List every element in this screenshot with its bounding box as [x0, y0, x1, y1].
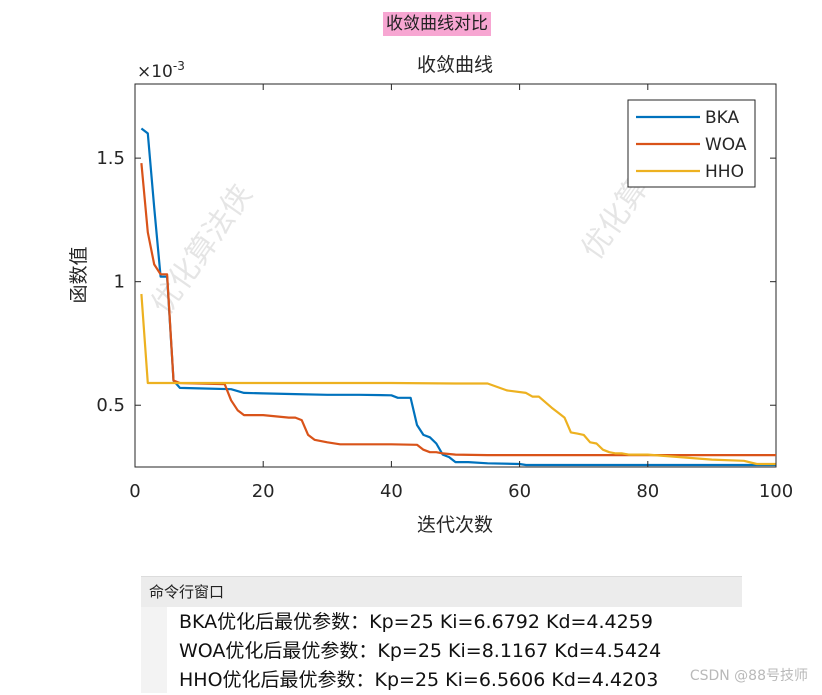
- y-tick-label: 1: [114, 272, 125, 293]
- x-tick-label: 0: [129, 481, 140, 502]
- command-window-title: 命令行窗口: [141, 576, 742, 607]
- x-tick-label: 20: [252, 481, 275, 502]
- x-tick-label: 60: [508, 481, 531, 502]
- output-line-woa: WOA优化后最优参数：Kp=25 Ki=8.1167 Kd=4.5424: [179, 640, 662, 662]
- chart-title: 收敛曲线: [417, 54, 493, 76]
- x-tick-label: 40: [380, 481, 403, 502]
- series-line-woa: [140, 162, 776, 457]
- y-tick-label: 0.5: [96, 395, 125, 416]
- author-credit: CSDN @88号技师: [689, 668, 808, 684]
- figure-heading: 收敛曲线对比: [383, 12, 491, 36]
- command-window-gutter: [141, 607, 167, 693]
- legend: BKA WOA HHO: [627, 99, 756, 188]
- x-tick-label: 80: [636, 481, 659, 502]
- series-layer: [140, 127, 776, 467]
- series-line-hho: [140, 293, 776, 466]
- legend-label-bka: BKA: [705, 108, 740, 128]
- x-tick-label: 100: [759, 481, 793, 502]
- legend-label-hho: HHO: [705, 162, 744, 182]
- y-exponent-label: ×10-3: [137, 59, 185, 82]
- y-axis-label: 函数值: [68, 246, 90, 303]
- command-window[interactable]: 命令行窗口 BKA优化后最优参数：Kp=25 Ki=6.6792 Kd=4.42…: [141, 576, 742, 693]
- command-window-output: BKA优化后最优参数：Kp=25 Ki=6.6792 Kd=4.4259 WOA…: [179, 608, 661, 695]
- y-tick-label: 1.5: [96, 148, 125, 169]
- output-line-bka: BKA优化后最优参数：Kp=25 Ki=6.6792 Kd=4.4259: [179, 611, 653, 633]
- output-line-hho: HHO优化后最优参数：Kp=25 Ki=6.5606 Kd=4.4203: [179, 669, 659, 691]
- legend-label-woa: WOA: [705, 135, 747, 155]
- ticks-layer: 0 20 40 60 80 100 0.5 1 1.5: [96, 84, 793, 502]
- x-axis-label: 迭代次数: [417, 514, 493, 536]
